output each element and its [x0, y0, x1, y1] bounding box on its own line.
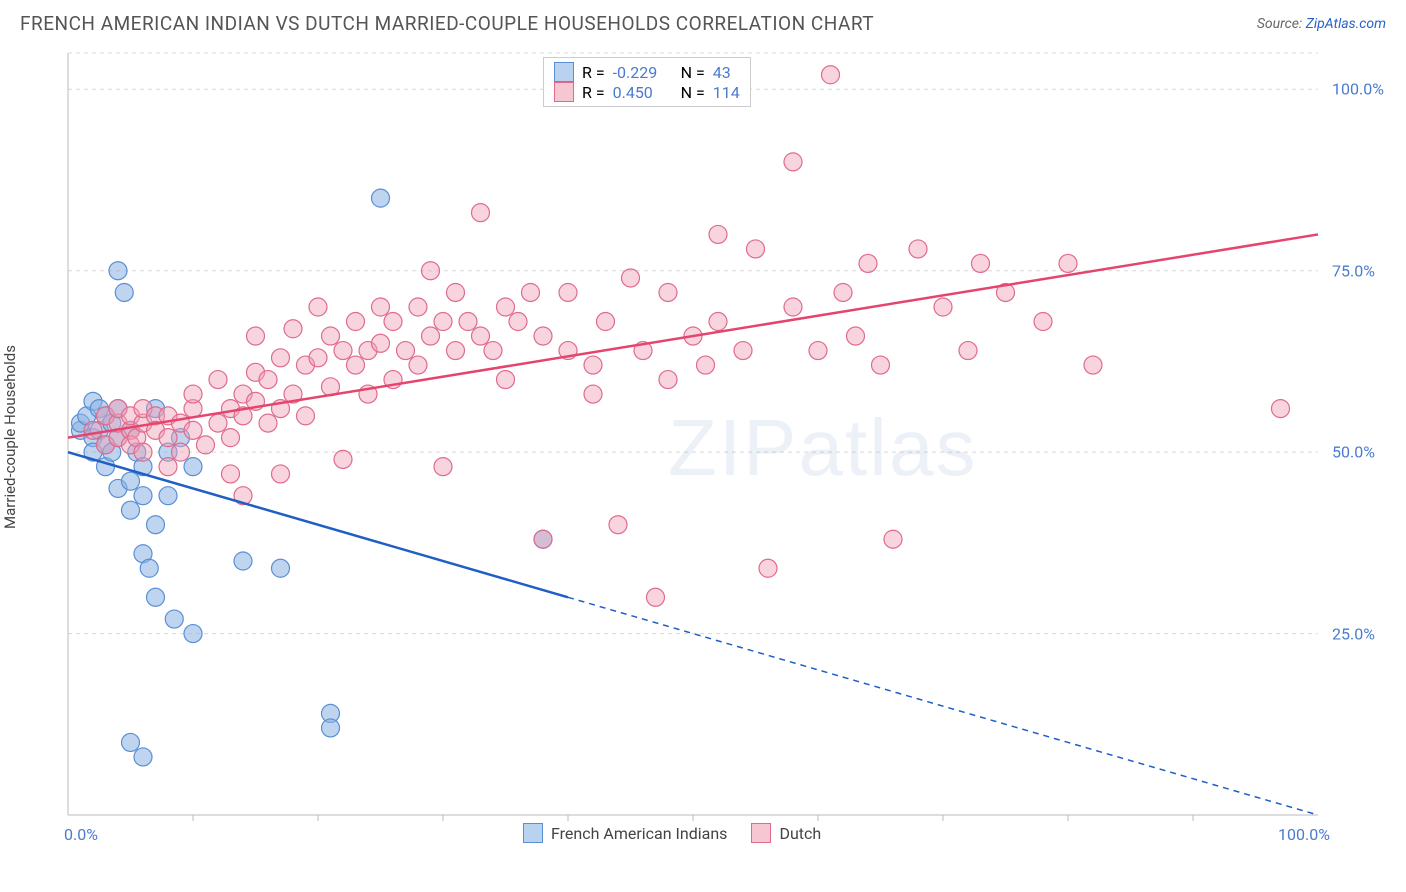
- legend-series-item: French American Indians: [523, 823, 727, 843]
- legend-swatch: [751, 823, 771, 843]
- source-link[interactable]: ZipAtlas.com: [1306, 16, 1386, 32]
- legend-correlation-row: R = 0.450 N = 114: [554, 82, 740, 102]
- legend-r-value: 0.450: [613, 83, 673, 102]
- legend-swatch: [554, 82, 574, 102]
- legend-r-label: R =: [582, 63, 605, 82]
- y-tick-label: 50.0%: [1332, 443, 1375, 462]
- y-tick-label: 100.0%: [1332, 80, 1384, 99]
- source-label: Source:: [1257, 16, 1302, 32]
- legend-r-label: R =: [582, 83, 605, 102]
- chart-area: Married-couple Households ZIPatlas R =-0…: [20, 43, 1386, 831]
- scatter-chart: [20, 43, 1386, 831]
- x-tick-label: 100.0%: [1278, 825, 1330, 844]
- legend-series-label: French American Indians: [551, 824, 727, 843]
- legend-series-item: Dutch: [751, 823, 821, 843]
- y-tick-label: 25.0%: [1332, 624, 1375, 643]
- legend-n-value: 114: [713, 83, 740, 102]
- legend-swatch: [523, 823, 543, 843]
- x-tick-label: 0.0%: [64, 825, 98, 844]
- legend-correlation-row: R = -0.229 N = 43: [554, 62, 740, 82]
- legend-series-label: Dutch: [779, 824, 821, 843]
- y-tick-label: 75.0%: [1332, 261, 1375, 280]
- legend-n-label: N =: [681, 83, 705, 102]
- chart-header: FRENCH AMERICAN INDIAN VS DUTCH MARRIED-…: [0, 0, 1406, 43]
- series-legend: French American Indians Dutch: [523, 823, 821, 843]
- legend-swatch: [554, 62, 574, 82]
- y-axis-label: Married-couple Households: [1, 345, 19, 529]
- legend-r-value: -0.229: [613, 63, 673, 82]
- legend-n-label: N =: [681, 63, 705, 82]
- legend-n-value: 43: [713, 63, 731, 82]
- correlation-legend: R = -0.229 N = 43 R = 0.450 N = 114: [543, 57, 751, 107]
- chart-title: FRENCH AMERICAN INDIAN VS DUTCH MARRIED-…: [20, 12, 874, 35]
- chart-source: Source: ZipAtlas.com: [1257, 16, 1386, 32]
